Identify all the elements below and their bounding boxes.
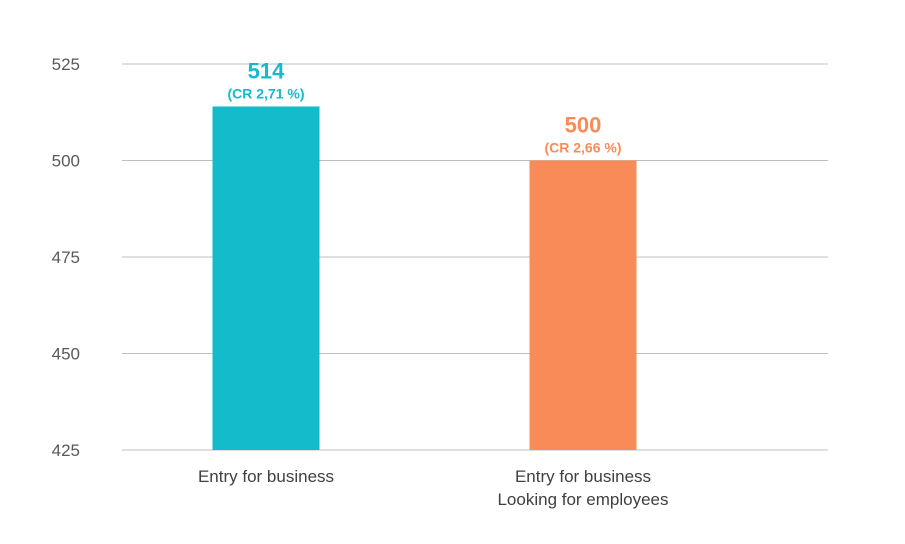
y-tick-label: 525 [52,55,80,74]
y-tick-label: 450 [52,345,80,364]
bar-cr-label: (CR 2,66 %) [544,140,621,156]
x-category-label: Entry for business [515,467,651,486]
bar-value-label: 514 [248,58,285,83]
bar-2 [529,160,637,450]
x-category-label: Looking for employees [497,490,668,509]
labels-layer: 425 450 475 500 525 514 (CR 2,71 %) Entry for b… [52,55,669,509]
bars-layer [212,106,637,451]
bar-1 [212,106,320,451]
bar-value-label: 500 [565,113,602,138]
x-category-label: Entry for business [198,467,334,486]
y-tick-label: 425 [52,441,80,460]
y-tick-label: 475 [52,248,80,267]
bar-cr-label: (CR 2,71 %) [227,85,304,101]
y-tick-label: 500 [52,152,80,171]
